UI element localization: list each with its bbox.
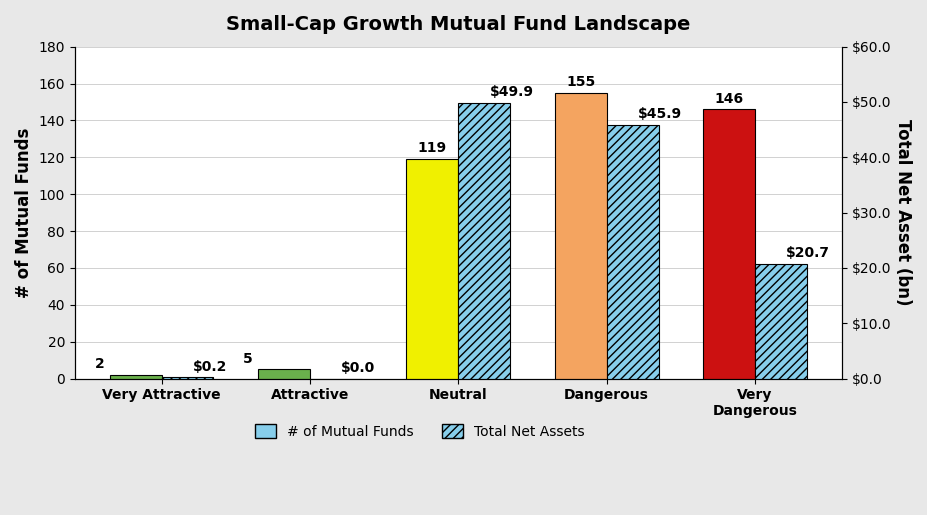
Bar [109, 375, 161, 379]
Bar [161, 377, 213, 379]
Text: $0.0: $0.0 [341, 361, 375, 375]
Bar [406, 159, 458, 379]
Bar [458, 102, 510, 379]
Text: 5: 5 [243, 352, 252, 366]
Bar [258, 369, 310, 379]
Title: Small-Cap Growth Mutual Fund Landscape: Small-Cap Growth Mutual Fund Landscape [226, 15, 691, 34]
Text: $20.7: $20.7 [786, 246, 831, 261]
Text: $49.9: $49.9 [489, 85, 533, 99]
Bar [606, 125, 658, 379]
Text: $45.9: $45.9 [638, 107, 682, 121]
Bar [554, 93, 606, 379]
Text: $0.2: $0.2 [193, 359, 227, 374]
Legend: # of Mutual Funds, Total Net Assets: # of Mutual Funds, Total Net Assets [250, 419, 590, 444]
Text: 2: 2 [95, 357, 104, 371]
Y-axis label: Total Net Asset (bn): Total Net Asset (bn) [894, 119, 912, 306]
Text: 146: 146 [715, 92, 743, 106]
Text: 155: 155 [566, 75, 595, 89]
Bar [755, 264, 807, 379]
Text: 119: 119 [418, 142, 447, 156]
Y-axis label: # of Mutual Funds: # of Mutual Funds [15, 127, 33, 298]
Bar [703, 109, 755, 379]
